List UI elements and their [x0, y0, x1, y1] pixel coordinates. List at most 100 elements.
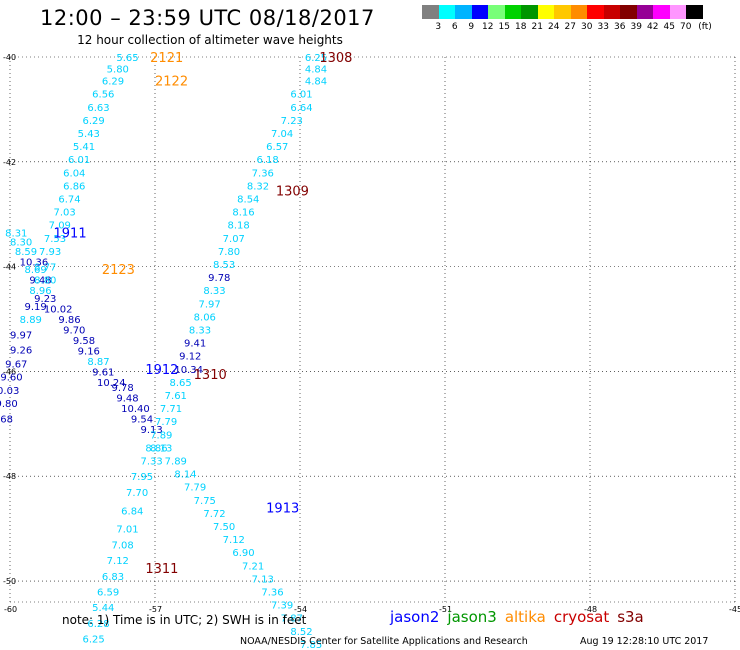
swh-value: 9.78	[208, 273, 230, 284]
color-scale-label: 36	[614, 22, 626, 32]
swh-value: 6.64	[290, 103, 312, 114]
swh-value: 9.60	[0, 373, 22, 384]
x-tick-label: -48	[584, 605, 597, 614]
color-scale-label: 45	[663, 22, 675, 32]
footer-timestamp: Aug 19 12:28:10 UTC 2017	[580, 636, 709, 647]
swh-value: 7.79	[155, 417, 177, 428]
swh-value: 8.33	[203, 286, 225, 297]
pass-label: 1308	[319, 51, 352, 66]
pass-label: 1309	[276, 185, 309, 200]
color-swatch	[504, 5, 521, 19]
y-tick-label: -46	[3, 367, 16, 376]
swh-value: 7.13	[252, 574, 274, 585]
swh-value: 9.23	[34, 294, 56, 305]
swh-value: 5.44	[92, 603, 114, 614]
swh-value: 6.63	[87, 103, 109, 114]
swh-value: 7.09	[49, 221, 71, 232]
legend-entry-jason3: jason3	[447, 608, 497, 626]
swh-value: 9.16	[78, 346, 100, 357]
color-swatch	[653, 5, 670, 19]
swh-value: 9.13	[141, 425, 163, 436]
swh-value: 7.08	[112, 540, 134, 551]
color-swatch	[521, 5, 538, 19]
x-tick-label: -57	[149, 605, 162, 614]
color-scale-label: 15	[498, 22, 510, 32]
map-subtitle: 12 hour collection of altimeter wave hei…	[77, 33, 343, 47]
x-tick-label: -51	[439, 605, 452, 614]
color-scale	[422, 5, 703, 24]
swh-value: 7.36	[252, 168, 274, 179]
swh-value: 8.32	[247, 181, 269, 192]
swh-value: 4.84	[305, 65, 327, 76]
swh-value: 9.80	[0, 399, 18, 410]
color-swatch	[669, 5, 686, 19]
swh-value: 4.84	[305, 77, 327, 88]
swh-value: 5.65	[116, 53, 138, 64]
swh-value: 7.70	[126, 488, 148, 499]
swh-value: 8.52	[290, 627, 312, 638]
color-swatch	[587, 5, 604, 19]
swh-value: 8.16	[232, 208, 254, 219]
swh-value: 8.77	[34, 263, 56, 274]
swh-value: 7.01	[116, 525, 138, 536]
color-swatch	[620, 5, 637, 19]
y-tick-label: -42	[3, 158, 16, 167]
swh-value: 7.75	[194, 496, 216, 507]
swh-value: 8.59	[15, 247, 37, 258]
pass-label: 2121	[150, 51, 183, 66]
swh-value: 9.78	[112, 383, 134, 394]
satellite-legend: jason2 jason3 altika cryosat s3a	[390, 608, 652, 626]
color-scale-label: 18	[515, 22, 527, 32]
swh-value: 6.01	[68, 155, 90, 166]
swh-value: 7.79	[184, 483, 206, 494]
swh-value: 9.48	[29, 276, 51, 287]
swh-value: 8.86	[145, 443, 167, 454]
swh-value: 5.43	[78, 129, 100, 140]
swh-value: 10.02	[44, 305, 73, 316]
swh-value: 7.39	[271, 601, 293, 612]
color-scale-label: 30	[581, 22, 593, 32]
swh-value: 6.29	[102, 77, 124, 88]
swh-value: 8.30	[10, 237, 32, 248]
legend-entry-jason2: jason2	[390, 608, 440, 626]
swh-value: 6.25	[305, 53, 327, 64]
swh-value: 10.03	[0, 386, 19, 397]
swh-value: 6.56	[92, 90, 114, 101]
swh-value: 8.53	[213, 260, 235, 271]
swh-value: 8.33	[189, 326, 211, 337]
pass-label: 1911	[54, 227, 87, 242]
color-scale-label: 39	[630, 22, 642, 32]
map-title: 12:00 – 23:59 UTC 08/18/2017	[40, 6, 375, 30]
color-swatch	[455, 5, 472, 19]
color-swatch	[422, 5, 439, 19]
swh-value: 7.93	[39, 247, 61, 258]
swh-value: 7.33	[141, 457, 163, 468]
pass-label: 1912	[145, 363, 178, 378]
color-swatch	[471, 5, 488, 19]
color-swatch	[554, 5, 571, 19]
swh-value: 8.14	[174, 470, 196, 481]
swh-value: 6.18	[257, 155, 279, 166]
swh-value: 9.86	[58, 315, 80, 326]
swh-value: 7.21	[242, 561, 264, 572]
y-tick-label: -50	[3, 577, 16, 586]
swh-value: 7.36	[261, 588, 283, 599]
swh-value: 7.89	[150, 430, 172, 441]
swh-value: 6.74	[58, 194, 80, 205]
color-scale-label: 21	[531, 22, 543, 32]
swh-value: 8.18	[228, 221, 250, 232]
swh-value: 7.04	[271, 129, 293, 140]
swh-value: 7.12	[223, 535, 245, 546]
color-scale-label: 3	[435, 22, 442, 32]
legend-entry-cryosat: cryosat	[553, 608, 610, 626]
swh-value: 9.58	[73, 336, 95, 347]
note-text: note: 1) Time is in UTC; 2) SWH is in fe…	[62, 613, 307, 627]
swh-value: 7.89	[165, 457, 187, 468]
swh-value: 7.23	[281, 116, 303, 127]
legend-entry-altika: altika	[504, 608, 546, 626]
swh-value: 6.59	[97, 588, 119, 599]
swh-value: 10.24	[97, 378, 126, 389]
swh-value: 8.54	[237, 194, 259, 205]
pass-label: 2122	[155, 75, 188, 90]
